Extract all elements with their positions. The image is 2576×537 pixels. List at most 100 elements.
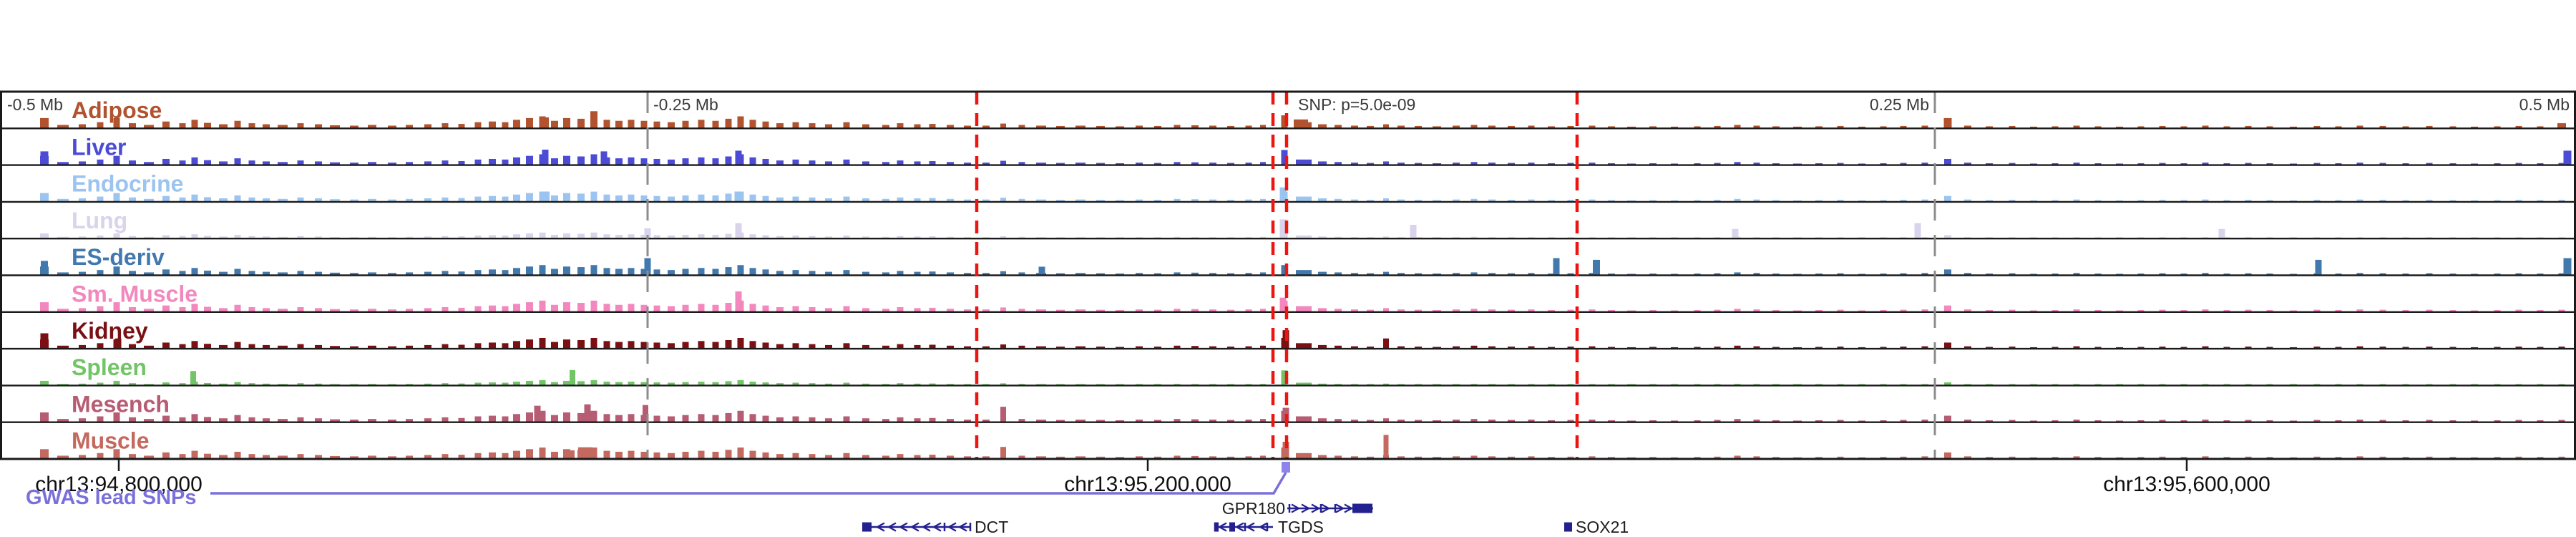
signal-peak	[897, 197, 904, 202]
signal-peak	[1318, 124, 1327, 129]
gene-tgds[interactable]: TGDS	[1214, 518, 1324, 536]
signal-peak	[2449, 347, 2457, 349]
signal-peak	[809, 344, 816, 349]
gene-dct[interactable]: DCT	[862, 518, 1008, 536]
signal-peak	[982, 199, 990, 202]
signal-peak	[1036, 346, 1046, 349]
signal-peak	[1415, 273, 1422, 276]
signal-peak	[809, 306, 816, 312]
signal-peak	[474, 270, 482, 276]
signal-peak	[1453, 420, 1460, 422]
signal-peak	[2266, 126, 2273, 129]
gwas-snp-marker[interactable]	[1282, 462, 1290, 473]
signal-peak	[388, 420, 396, 422]
signal-peak	[1296, 235, 1312, 239]
signal-peak	[315, 124, 322, 129]
signal-peak	[2335, 420, 2342, 422]
signal-peak	[2159, 125, 2166, 129]
track-row-lung[interactable]	[1, 219, 2575, 240]
signal-peak	[179, 454, 186, 459]
signal-peak	[551, 195, 558, 202]
signal-peak	[1018, 345, 1025, 349]
signal-peak	[762, 269, 769, 276]
signal-peak	[248, 123, 255, 129]
signal-peak	[2313, 163, 2321, 165]
signal-peak	[1753, 346, 1760, 349]
signal-peak	[2094, 163, 2102, 165]
signal-peak	[144, 345, 154, 349]
signal-peak	[40, 302, 49, 312]
signal-peak	[263, 418, 270, 422]
signal-peak	[615, 158, 623, 165]
signal-peak	[1433, 347, 1441, 349]
signal-peak	[712, 304, 719, 312]
signal-peak	[640, 195, 648, 202]
signal-peak	[862, 455, 869, 459]
signal-peak	[762, 195, 769, 202]
signal-peak	[982, 309, 990, 312]
signal-peak	[441, 417, 449, 422]
signal-peak	[1649, 126, 1657, 129]
gene-strand-arrow-icon	[1291, 503, 1301, 513]
track-row-adipose[interactable]	[1, 111, 2575, 130]
signal-peak	[1964, 456, 1971, 459]
signal-peak	[179, 160, 186, 165]
signal-peak	[97, 235, 104, 239]
signal-peak	[882, 345, 889, 349]
signal-peak	[1508, 273, 1515, 276]
signal-peak	[698, 120, 705, 129]
signal-peak	[640, 342, 648, 349]
signal-peak	[1880, 163, 1887, 165]
gene-strand-arrow-icon	[898, 522, 908, 532]
signal-peak	[526, 339, 533, 349]
signal-peak	[2402, 274, 2409, 276]
signal-peak	[590, 191, 597, 202]
signal-peak	[653, 452, 660, 459]
signal-peak	[489, 269, 496, 276]
signal-peak	[234, 304, 241, 312]
gene-strand-arrow-icon	[1344, 503, 1354, 513]
signal-peak	[2051, 200, 2059, 202]
signal-peak	[1056, 309, 1065, 312]
signal-peak	[698, 414, 705, 422]
signal-peak	[1944, 158, 1951, 165]
signal-peak	[1921, 420, 1928, 422]
track-row-kidney[interactable]	[1, 330, 2575, 350]
signal-peak	[1296, 453, 1312, 459]
signal-peak	[1036, 309, 1046, 312]
signal-peak	[749, 268, 756, 276]
signal-peak	[1944, 269, 1951, 276]
signal-peak	[2051, 274, 2059, 276]
signal-peak	[1018, 162, 1025, 165]
signal-peak	[644, 258, 651, 276]
signal-peak	[1294, 119, 1308, 129]
signal-peak	[825, 418, 832, 422]
signal-peak	[2563, 150, 2572, 165]
signal-peak	[1000, 160, 1006, 165]
signal-peak	[947, 162, 954, 165]
signal-peak	[502, 416, 509, 422]
signal-peak	[712, 382, 719, 386]
signal-peak	[2557, 123, 2566, 129]
signal-peak	[762, 235, 769, 239]
signal-peak	[615, 120, 623, 129]
signal-peak	[2266, 347, 2273, 349]
signal-peak	[1815, 420, 1823, 422]
gene-sox21[interactable]: SOX21	[1564, 518, 1629, 536]
signal-peak	[2094, 200, 2102, 202]
signal-peak	[2426, 163, 2433, 165]
signal-peak	[1245, 273, 1252, 276]
track-row-spleen[interactable]	[1, 369, 2575, 387]
gene-gpr180[interactable]: GPR180	[1222, 499, 1373, 518]
signal-peak	[914, 271, 921, 276]
signal-peak	[424, 455, 431, 459]
signal-peak	[1018, 419, 1025, 422]
signal-peak	[2137, 200, 2145, 202]
track-row-sm-muscle[interactable]	[1, 291, 2575, 313]
signal-peak	[79, 383, 86, 386]
signal-peak	[526, 233, 533, 239]
signal-peak	[1470, 309, 1478, 312]
signal-peak	[776, 454, 784, 459]
signal-peak	[2313, 309, 2321, 312]
